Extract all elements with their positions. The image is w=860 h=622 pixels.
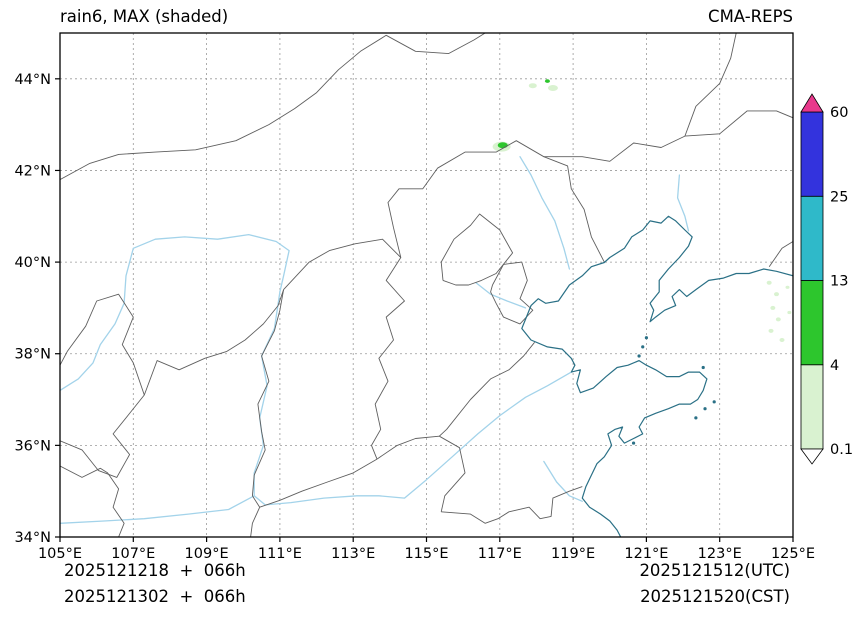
province-boundary (250, 289, 285, 537)
x-tick-label: 123°E (698, 546, 742, 562)
x-tick-label: 109°E (185, 546, 229, 562)
island-dot (701, 365, 705, 370)
y-tick-label: 42°N (14, 163, 51, 179)
colorbar-level-label: 25 (830, 189, 848, 205)
x-tick-label: 125°E (771, 546, 815, 562)
province-boundary (490, 261, 534, 325)
x-tick-label: 121°E (624, 546, 668, 562)
river (543, 460, 583, 502)
island-dot (694, 416, 698, 420)
x-tick-label: 117°E (478, 546, 522, 562)
colorbar-level-label: 13 (830, 274, 848, 290)
map-geography (60, 33, 793, 537)
river (60, 495, 255, 524)
colorbar-segment (800, 280, 824, 366)
rain-shade-patch (528, 83, 537, 89)
coastline (521, 215, 793, 537)
init-time-line2: 2025121302 + 066h (64, 587, 246, 606)
river (676, 174, 690, 232)
init-time-line1: 2025121218 + 066h (64, 561, 246, 580)
rain-shade-patch (544, 79, 550, 83)
x-tick-label: 119°E (551, 546, 595, 562)
x-tick-label: 107°E (111, 546, 155, 562)
y-tick-label: 44°N (14, 72, 51, 88)
rain-shade-patch (497, 142, 508, 149)
island-dot (641, 345, 645, 349)
island-dot (631, 441, 636, 445)
plot-title: rain6, MAX (shaded) (60, 7, 229, 26)
y-tick-label: 36°N (14, 438, 51, 454)
rain-shade-patch (770, 305, 776, 310)
rain-shade-patch (779, 337, 785, 342)
province-boundary (684, 33, 737, 137)
rain-shade-patch (775, 317, 781, 322)
province-boundary (439, 435, 466, 512)
island-dot (712, 400, 716, 404)
province-boundary (376, 435, 440, 460)
y-tick-label: 40°N (14, 255, 51, 271)
valid-time-block: 2025121512(UTC) 2025121520(CST) (639, 558, 790, 610)
province-boundary (768, 241, 793, 267)
island-dot (703, 407, 707, 411)
island-dot (644, 336, 649, 340)
colorbar-level-label: 60 (830, 105, 848, 121)
river (60, 233, 290, 392)
colorbar-segment (800, 364, 824, 450)
colorbar-segment (800, 195, 824, 281)
province-boundary (371, 257, 405, 460)
province-boundary (143, 289, 285, 396)
province-boundary (438, 342, 535, 437)
rain-shade-patch (547, 84, 558, 91)
river (253, 291, 572, 506)
rain-shade-patch (768, 328, 774, 333)
province-boundary (440, 213, 514, 286)
colorbar-over-arrow (800, 93, 824, 113)
init-time-block: 2025121218 + 066h 2025121302 + 066h (64, 558, 246, 610)
colorbar-segment (800, 111, 824, 197)
valid-time-cst: 2025121520(CST) (640, 587, 790, 606)
valid-time-utc: 2025121512(UTC) (639, 561, 790, 580)
y-tick-label: 34°N (14, 530, 51, 546)
rain-shade-patch (774, 292, 780, 297)
colorbar-level-label: 0.1 (830, 442, 853, 458)
y-tick-label: 38°N (14, 347, 51, 363)
province-boundary (543, 156, 605, 263)
province-boundary (60, 293, 145, 478)
province-boundary (441, 486, 583, 524)
colorbar: 0.1 4 13 25 60 (800, 93, 853, 465)
province-boundary (283, 110, 793, 290)
x-tick-label: 111°E (258, 546, 302, 562)
colorbar-level-label: 4 (830, 358, 839, 374)
colorbar-under-arrow (800, 448, 824, 465)
x-tick-label: 115°E (404, 546, 448, 562)
river (475, 282, 527, 309)
rain-shade-patch (787, 310, 792, 315)
province-boundary (60, 33, 486, 180)
river (519, 156, 571, 270)
rain-shade-patch (766, 280, 772, 285)
model-name: CMA-REPS (708, 7, 793, 26)
province-boundary (60, 465, 125, 537)
grid-lines (59, 33, 794, 538)
x-tick-label: 105°E (38, 546, 82, 562)
rain-shade-patch (785, 285, 790, 289)
x-tick-label: 113°E (331, 546, 375, 562)
province-boundary (259, 458, 378, 508)
island-dot (637, 354, 641, 358)
